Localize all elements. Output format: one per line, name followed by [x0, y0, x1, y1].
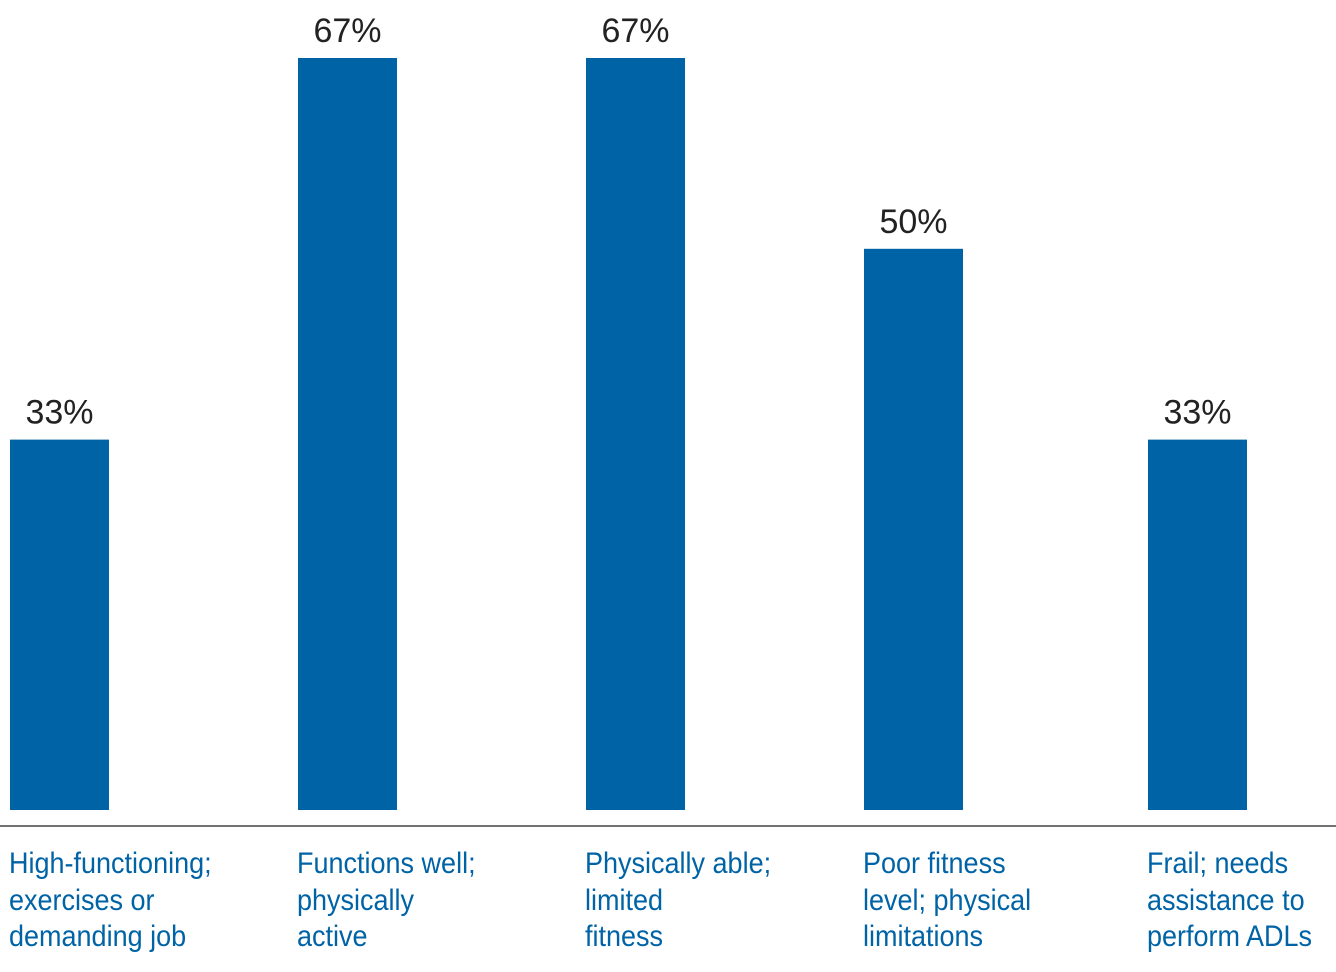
bar-value-label: 33% [1163, 394, 1231, 432]
category-label-line: Functions well; [297, 847, 476, 880]
bar [10, 439, 109, 810]
bar [1148, 439, 1247, 810]
category-label-line: level; physical [863, 883, 1032, 917]
category-label-line: Poor fitness [863, 847, 1006, 880]
bar-value-label: 50% [879, 203, 947, 241]
bar-value-label: 67% [313, 12, 381, 50]
category-label-line: demanding job [9, 920, 187, 954]
bar-value-label: 33% [25, 394, 93, 432]
category-label-line: physically [297, 883, 415, 917]
category-label-line: Frail; needs [1147, 847, 1289, 880]
category-label-line: active [297, 920, 368, 954]
category-label: High-functioning; exercises or demanding j… [9, 846, 212, 956]
bar [298, 58, 397, 810]
category-label-line: limitations [863, 920, 984, 954]
category-label-line: Physically able; [585, 847, 772, 880]
bar-value-label: 67% [601, 12, 669, 50]
category-label: Poor fitness level; physical limitations [863, 846, 1031, 956]
bar [586, 58, 685, 810]
category-label-line: perform ADLs [1147, 920, 1313, 954]
category-label-line: assistance to [1147, 883, 1305, 917]
category-label: Physically able; limited fitness [585, 846, 771, 956]
category-label-line: High-functioning; [9, 847, 212, 880]
category-label-line: exercises or [9, 883, 155, 917]
category-label: Frail; needs assistance to perform ADLs [1147, 846, 1312, 956]
category-label-line: fitness [585, 920, 664, 954]
category-label-line: limited [585, 883, 664, 917]
category-label: Functions well; physically active [297, 846, 476, 956]
bar [864, 248, 963, 810]
